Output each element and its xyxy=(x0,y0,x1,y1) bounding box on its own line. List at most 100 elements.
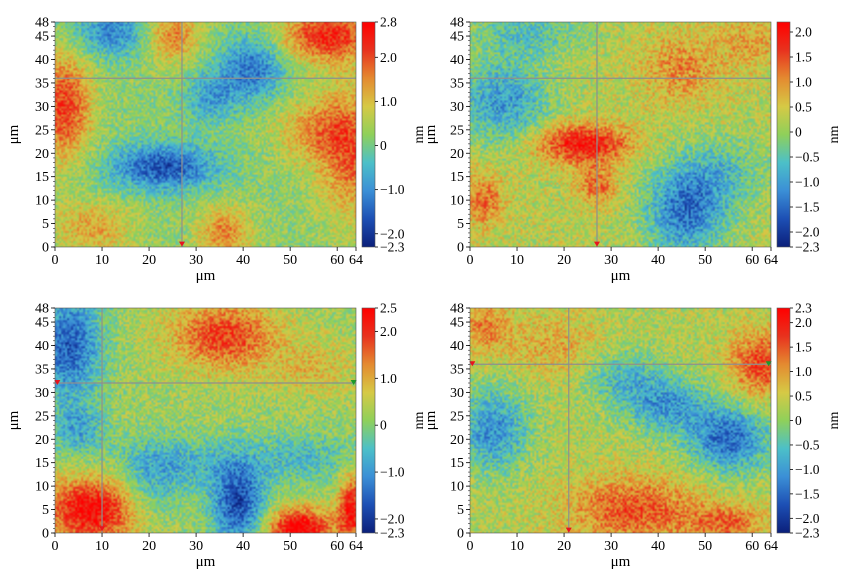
x-tick-label: 50 xyxy=(698,539,712,554)
x-tick-label: 60 xyxy=(745,539,759,554)
y-axis-label: μm xyxy=(423,124,439,144)
y-tick-label: 5 xyxy=(42,217,49,232)
colorbar xyxy=(361,21,376,248)
y-tick-label: 25 xyxy=(35,409,49,424)
colorbar-label: nm xyxy=(827,411,842,429)
x-tick-label: 60 xyxy=(330,253,344,268)
y-tick-label: 40 xyxy=(450,339,464,354)
colorbar-label: nm xyxy=(412,125,427,143)
y-tick-label: 35 xyxy=(450,362,464,377)
x-tick-label: 30 xyxy=(189,253,203,268)
y-tick-label: 10 xyxy=(450,194,464,209)
x-tick-label: 64 xyxy=(349,253,363,268)
y-tick-label: 40 xyxy=(35,53,49,68)
colorbar-tick-label: 2.5 xyxy=(380,301,397,316)
heatmap-image xyxy=(470,22,771,247)
colorbar xyxy=(361,307,376,534)
x-tick-label: 30 xyxy=(604,539,618,554)
y-tick-label: 20 xyxy=(450,433,464,448)
y-tick-label: 45 xyxy=(450,30,464,45)
y-tick-label: 5 xyxy=(42,503,49,518)
y-tick-label: 45 xyxy=(35,30,49,45)
x-tick-label: 50 xyxy=(698,253,712,268)
x-tick-label: 20 xyxy=(142,253,156,268)
cursor-marker xyxy=(593,241,600,247)
y-tick-label: 48 xyxy=(450,16,464,31)
x-tick-label: 60 xyxy=(330,539,344,554)
x-tick-label: 20 xyxy=(557,253,571,268)
colorbar-tick-label: −2.3 xyxy=(795,526,820,541)
heatmap-image xyxy=(470,308,771,533)
x-tick-label: 64 xyxy=(764,253,778,268)
y-axis-label: μm xyxy=(6,410,22,430)
colorbar-tick-label: −2.0 xyxy=(795,511,820,526)
y-tick-label: 0 xyxy=(457,527,464,542)
y-tick-label: 25 xyxy=(35,123,49,138)
colorbar-tick-label: 1.0 xyxy=(795,364,812,379)
y-axis-label: μm xyxy=(6,124,22,144)
colorbar-tick-label: 0 xyxy=(795,125,802,140)
colorbar-tick-label: −2.0 xyxy=(380,511,405,526)
colorbar-tick-label: −2.3 xyxy=(380,240,405,255)
y-tick-label: 10 xyxy=(35,194,49,209)
colorbar-tick-label: 2.0 xyxy=(795,315,812,330)
y-tick-label: 35 xyxy=(35,76,49,91)
y-tick-label: 35 xyxy=(35,362,49,377)
colorbar-tick-label: −0.5 xyxy=(795,150,820,165)
y-tick-label: 40 xyxy=(450,53,464,68)
x-axis-label: μm xyxy=(611,554,631,570)
colorbar-tick-label: −2.3 xyxy=(795,240,820,255)
y-tick-label: 45 xyxy=(450,316,464,331)
y-tick-label: 25 xyxy=(450,409,464,424)
colorbar-tick-label: 0 xyxy=(380,138,387,153)
y-tick-label: 0 xyxy=(42,241,49,256)
colorbar-tick-label: 1.0 xyxy=(380,371,397,386)
y-tick-label: 5 xyxy=(457,503,464,518)
x-tick-label: 64 xyxy=(764,539,778,554)
colorbar-tick-label: −1.0 xyxy=(795,175,820,190)
y-tick-label: 20 xyxy=(450,147,464,162)
x-tick-label: 10 xyxy=(510,253,524,268)
x-axis-label: μm xyxy=(196,268,216,284)
cursor-marker xyxy=(565,527,572,533)
colorbar-tick-label: 2.3 xyxy=(795,301,812,316)
colorbar-tick-label: 2.0 xyxy=(380,324,397,339)
y-tick-label: 35 xyxy=(450,76,464,91)
y-tick-label: 30 xyxy=(35,100,49,115)
y-tick-label: 45 xyxy=(35,316,49,331)
y-tick-label: 48 xyxy=(450,302,464,317)
colorbar-tick-label: −1.5 xyxy=(795,486,820,501)
colorbar-label: nm xyxy=(412,411,427,429)
colorbar-tick-label: −1.0 xyxy=(380,182,405,197)
colorbar-tick-label: 2.0 xyxy=(795,25,812,40)
cursor-marker xyxy=(54,380,61,385)
colorbar-tick-label: 0 xyxy=(795,413,802,428)
colorbar-tick-label: −1.0 xyxy=(380,465,405,480)
y-tick-label: 15 xyxy=(35,456,49,471)
x-tick-label: 10 xyxy=(510,539,524,554)
x-tick-label: 40 xyxy=(651,253,665,268)
heatmap-image xyxy=(55,22,356,247)
colorbar-tick-label: 2.8 xyxy=(380,15,397,30)
x-axis-label: μm xyxy=(611,268,631,284)
y-tick-label: 0 xyxy=(457,241,464,256)
colorbar-tick-label: 0.5 xyxy=(795,100,812,115)
y-tick-label: 25 xyxy=(450,123,464,138)
colorbar-tick-label: −0.5 xyxy=(795,437,820,452)
colorbar-tick-label: 0 xyxy=(380,418,387,433)
y-tick-label: 5 xyxy=(457,217,464,232)
colorbar-tick-label: −2.0 xyxy=(380,226,405,241)
x-tick-label: 40 xyxy=(236,539,250,554)
y-tick-label: 30 xyxy=(35,386,49,401)
heatmap-image xyxy=(55,308,356,533)
colorbar-tick-label: 0.5 xyxy=(795,389,812,404)
x-tick-label: 10 xyxy=(95,539,109,554)
x-tick-label: 20 xyxy=(142,539,156,554)
colorbar-tick-label: 1.0 xyxy=(795,75,812,90)
x-tick-label: 0 xyxy=(52,253,59,268)
